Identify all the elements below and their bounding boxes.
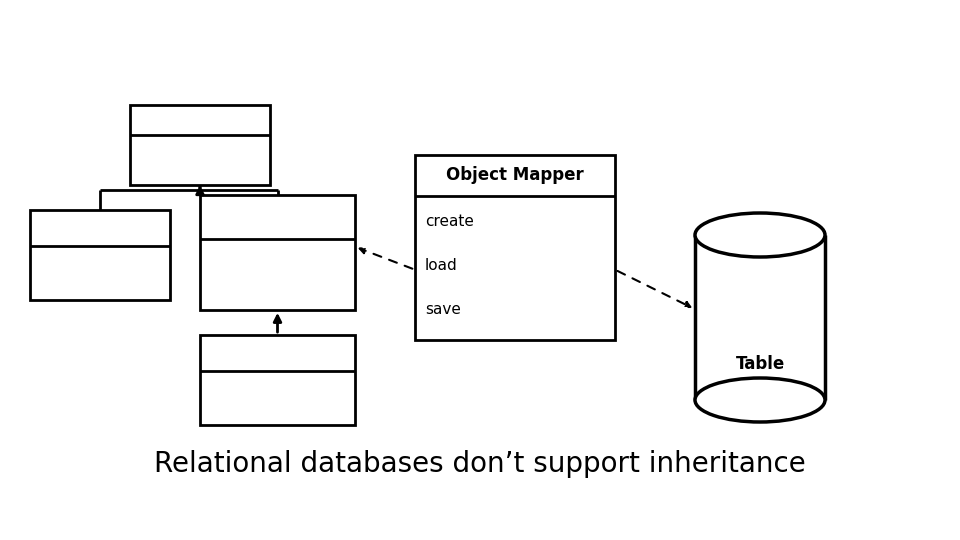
Text: load: load: [425, 258, 458, 273]
Text: Table: Table: [735, 355, 784, 373]
Bar: [30, 210, 170, 300]
Bar: [415, 155, 615, 340]
Bar: [695, 235, 825, 400]
Text: Relational databases don’t support inheritance: Relational databases don’t support inher…: [155, 450, 805, 478]
Bar: [130, 105, 270, 185]
Text: save: save: [425, 302, 461, 317]
Text: Object Mapper: Object Mapper: [446, 166, 584, 184]
Text: create: create: [425, 214, 474, 230]
Ellipse shape: [695, 213, 825, 257]
Ellipse shape: [695, 378, 825, 422]
Bar: [200, 195, 355, 310]
Bar: [200, 335, 355, 425]
